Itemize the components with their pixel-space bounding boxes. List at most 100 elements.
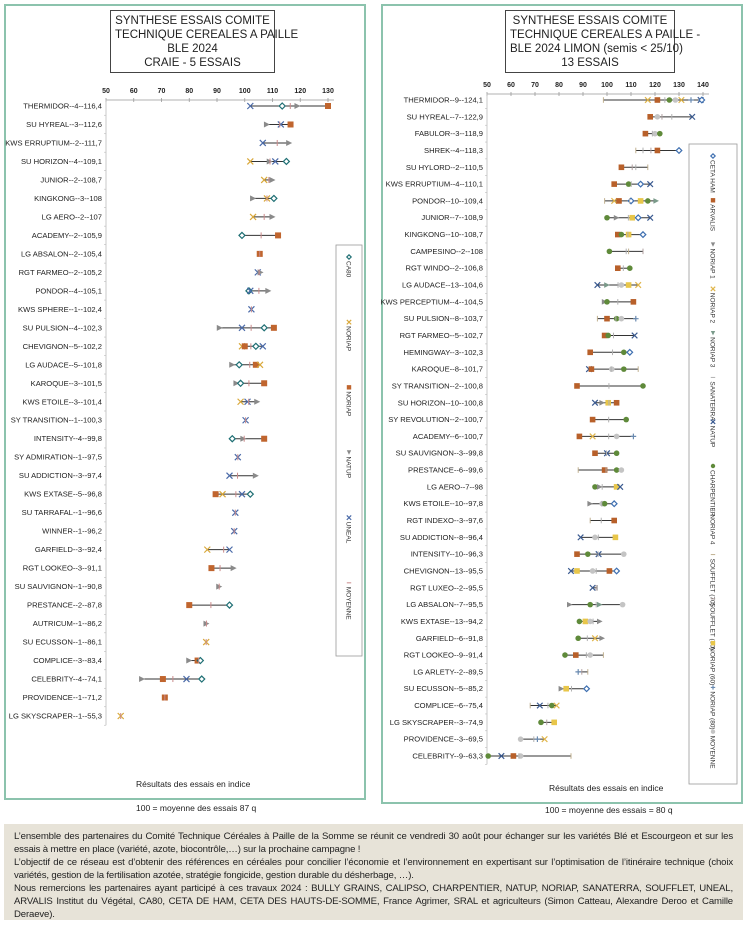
title-line: SYNTHESE ESSAIS COMITE (512, 15, 668, 27)
data-point-triangle (139, 676, 146, 683)
data-point-triangle (250, 195, 257, 202)
data-point-square (261, 435, 268, 442)
chart-row: RGT FARMEO--5--102,7 (400, 331, 638, 345)
data-point-circle (666, 97, 673, 103)
data-point-square (576, 433, 583, 440)
legend-item: MOYENNE (709, 729, 716, 770)
chart-row: THERMIDOR--9--124,1 (404, 96, 706, 109)
data-point-diamond (612, 567, 621, 575)
legend-label: MOYENNE (709, 736, 716, 770)
row-label: SU ADDICTION--8--96,4 (400, 533, 483, 542)
x-axis: 50 60 70 80 90 100 110 120 130 140 (483, 82, 709, 96)
data-point-x (277, 121, 285, 128)
chart-row: PROVIDENCE--1--71,2 (23, 693, 168, 708)
data-point-square (611, 517, 617, 524)
data-point-triangle (240, 435, 247, 442)
data-point-circle (672, 97, 679, 103)
data-point-square (252, 361, 259, 368)
data-point-x (246, 102, 254, 110)
legend-label: NATUP (345, 457, 352, 479)
data-point-x (553, 702, 560, 709)
x-tick-label: 140 (697, 82, 709, 89)
row-label: LG SKYSCRAPER--1--55,3 (9, 712, 102, 721)
x-axis: 50 60 70 80 90 100 110 120 130 (102, 88, 334, 102)
left-xaxis-label: Résultats des essais en indice (136, 779, 251, 789)
data-point-square (241, 343, 248, 350)
data-point-circle (710, 463, 716, 469)
data-point-circle (485, 753, 491, 759)
chart-row: CAMPESINO--2--108 (410, 247, 644, 261)
legend: CA80 NORIAP NORIAP NATUP UNEAL MOYENNE (335, 244, 363, 657)
chart-row: LG AUDACE--5--101,8 (25, 360, 264, 375)
row-label: PROVIDENCE--1--71,2 (23, 693, 102, 702)
legend-label: MOYENNE (345, 587, 352, 621)
row-label: SY REVOLUTION--2--100,7 (388, 415, 483, 424)
data-point-circle (627, 265, 633, 272)
row-label: LG AUDACE--13--104,6 (402, 281, 483, 290)
data-point-circle (618, 231, 625, 238)
data-point-square (616, 198, 622, 204)
data-point-square (587, 349, 593, 356)
chart-row: INTENSITY--10--96,3 (411, 550, 627, 563)
chart-row: INTENSITY--4--99,8 (34, 434, 268, 449)
data-point-triangle (597, 484, 603, 490)
data-point-x (259, 342, 267, 350)
chart-row: ACADEMY--6--100,7 (413, 432, 637, 446)
data-point-circle (562, 652, 568, 658)
legend-label: NORIAP (345, 326, 352, 351)
data-point-square (637, 198, 644, 204)
legend-item: CHARPENTIER (709, 463, 716, 517)
data-point-circle (549, 702, 555, 709)
data-point-square (613, 399, 620, 406)
data-point-triangle (558, 685, 565, 692)
right-xaxis-label: Résultats des essais en indice (549, 783, 664, 793)
row-label: CAMPESINO--2--108 (410, 247, 483, 256)
legend-label: NORIAP 3 (709, 337, 716, 368)
chart-row: SHREK--4--118,3 (424, 146, 683, 160)
data-point-square (642, 130, 649, 137)
row-label: SU TARRAFAL--1--96,6 (22, 508, 102, 517)
row-label: KWS ERRUPTIUM--4--110,1 (386, 180, 483, 189)
data-point-x (688, 113, 696, 121)
data-point-x (541, 735, 548, 743)
data-point-square (615, 265, 621, 272)
legend-item: NORIAP 2 (709, 286, 716, 323)
chart-row: WINNER--1--96,2 (42, 527, 238, 541)
legend-item: NORIAP 3 (709, 330, 716, 368)
chart-row: SU HORIZON--4--109,1 (21, 157, 291, 171)
legend-label: NORIAP (60) (709, 647, 716, 685)
data-point-circle (589, 568, 596, 574)
chart-row: SU HYLORD--2--110,5 (406, 163, 649, 176)
chart-row: SY TRANSITION--2--100,8 (392, 381, 646, 395)
x-tick-label: 130 (322, 88, 334, 95)
data-point-plus (575, 669, 581, 675)
data-point-plus (710, 685, 716, 690)
data-point-square (618, 164, 625, 171)
chart-row: SY ADMIRATION--1--97,5 (14, 453, 242, 467)
right-chart-panel: SYNTHESE ESSAIS COMITE TECHNIQUE CEREALE… (380, 4, 743, 804)
data-point-square (261, 380, 268, 387)
row-label: LG ABSALON--7--95,5 (406, 600, 483, 609)
data-point-triangle (294, 103, 301, 109)
chart-row: SU TARRAFAL--1--96,6 (22, 508, 239, 523)
data-point-diamond (228, 434, 237, 443)
row-label: RGT FARMEO--5--102,7 (400, 331, 483, 340)
chart-row: RGT WINDO--2--106,8 (406, 264, 633, 277)
data-point-diamond (639, 230, 647, 239)
data-point-x (710, 286, 716, 292)
row-label: WINNER--1--96,2 (42, 527, 102, 536)
legend-item: CETA HAM (709, 152, 717, 193)
data-point-triangle (269, 213, 276, 220)
title-line: CRAIE - 5 ESSAIS (144, 57, 241, 69)
legend: CETA HAM ARVALIS NORIAP 1 NORIAP 2 NORIAP 3 S… (688, 143, 738, 785)
row-label: SU PULSION--4--102,3 (23, 323, 102, 332)
data-point-triangle (597, 601, 603, 608)
x-tick-label: 110 (625, 82, 636, 89)
row-label: PONDOR--10--109,4 (412, 196, 483, 205)
x-tick-label: 60 (507, 82, 515, 89)
row-label: KWS EXTASE--5--96,8 (24, 490, 102, 499)
data-point-square (582, 618, 589, 625)
title-line: BLE 2024 (167, 43, 218, 55)
chart-row: PROVIDENCE--3--69,5 (404, 735, 548, 748)
x-tick-label: 90 (579, 82, 587, 89)
